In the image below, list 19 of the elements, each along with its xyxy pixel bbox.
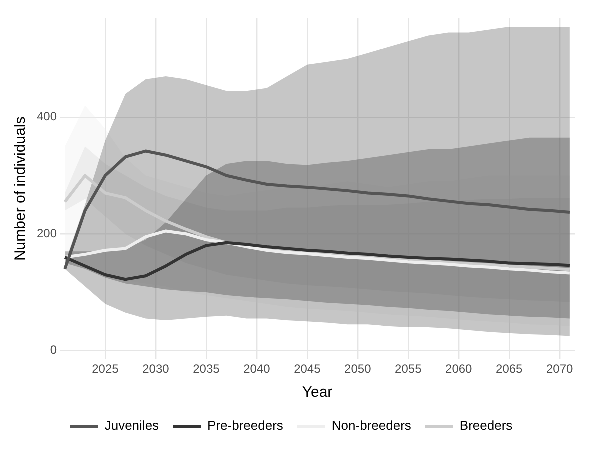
x-tick-label: 2070	[546, 362, 574, 376]
x-tick-label: 2030	[142, 362, 170, 376]
legend-label: Breeders	[460, 418, 514, 434]
x-axis-title: Year	[302, 384, 333, 402]
y-tick-label: 200	[36, 226, 58, 240]
x-tick-label: 2045	[294, 362, 322, 376]
x-tick-label: 2035	[193, 362, 220, 376]
x-tick-label: 2040	[244, 362, 271, 376]
x-tick-label: 2065	[496, 362, 524, 376]
y-tick-label: 0	[50, 343, 58, 358]
y-tick-label: 400	[36, 110, 58, 124]
x-tick-label: 2050	[344, 362, 372, 376]
y-axis-title: Number of individuals	[12, 116, 30, 262]
x-tick-label: 2025	[92, 362, 120, 376]
x-tick-label: 2055	[395, 362, 422, 376]
legend-label: Non-breeders	[332, 418, 412, 434]
legend-label: Pre-breeders	[208, 418, 284, 434]
legend-label: Juveniles	[104, 418, 160, 434]
x-tick-label: 2060	[446, 362, 473, 376]
